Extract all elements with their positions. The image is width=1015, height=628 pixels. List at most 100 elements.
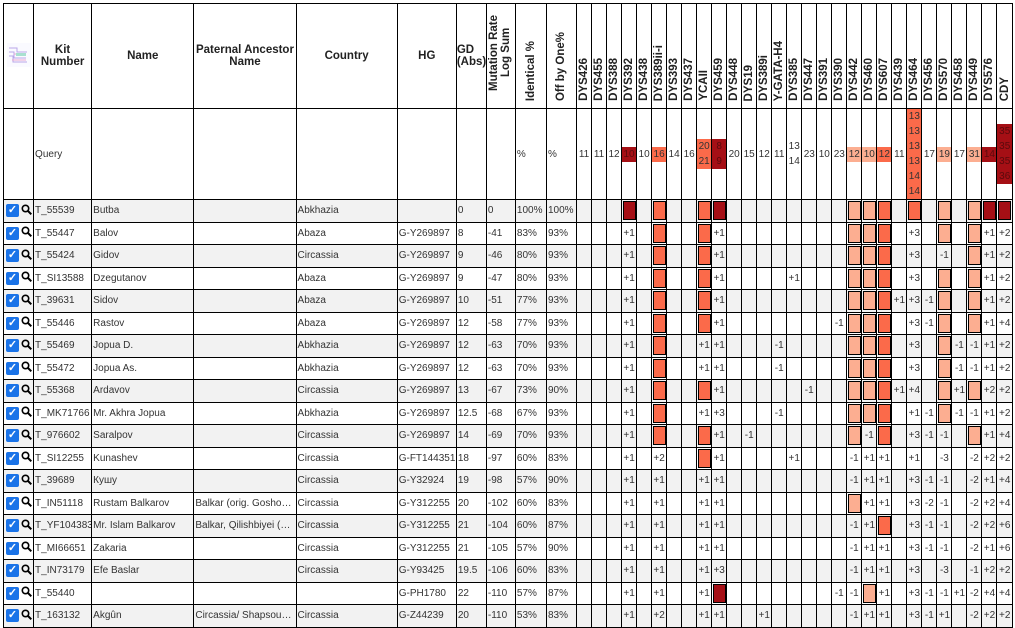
magnifier-icon[interactable] xyxy=(21,361,33,375)
table-row[interactable]: ✓ T_SI13588 Dzegutanov Abaza G-Y269897 9 -47 80… xyxy=(2,266,1013,290)
marker-header-dys390[interactable]: DYS390 xyxy=(831,3,848,109)
marker-header-dys385[interactable]: DYS385 xyxy=(786,3,803,109)
table-row[interactable]: ✓ T_55446 Rastov Abaza G-Y269897 12 -58 77% 93% +… xyxy=(2,311,1013,335)
row-checkbox[interactable]: ✓ xyxy=(6,564,19,578)
table-row[interactable]: ✓ T_39689 Кушу Circassia G-Y32924 19 -98 57% 90%… xyxy=(2,469,1013,493)
marker-header-dys464[interactable]: DYS464 xyxy=(906,3,923,109)
magnifier-icon[interactable] xyxy=(21,429,33,443)
paternal-ancestor-header[interactable]: Paternal Ancestor Name xyxy=(193,3,297,109)
row-checkbox[interactable]: ✓ xyxy=(6,339,19,353)
row-checkbox[interactable]: ✓ xyxy=(6,609,19,623)
magnifier-icon[interactable] xyxy=(21,609,33,623)
marker-header-dys607[interactable]: DYS607 xyxy=(876,3,893,109)
table-row[interactable]: ✓ T_55368 Ardavov Circassia G-Y269897 13 -67 73… xyxy=(2,379,1013,403)
magnifier-icon[interactable] xyxy=(21,496,33,510)
table-row[interactable]: ✓ T_MI66651 Zakaria Circassia G-Y312255 21 -10… xyxy=(2,536,1013,560)
tree-view-header[interactable] xyxy=(2,3,35,109)
kit-number-header[interactable]: Kit Number xyxy=(33,3,93,109)
identical-header[interactable]: Identical % xyxy=(514,3,547,109)
row-checkbox[interactable]: ✓ xyxy=(6,451,19,465)
marker-header-dys437[interactable]: DYS437 xyxy=(681,3,698,109)
table-row[interactable]: ✓ T_MK71766 Mr. Akhra Jopua Abkhazia G-Y2698… xyxy=(2,401,1013,425)
magnifier-icon[interactable] xyxy=(21,249,33,263)
magnifier-icon[interactable] xyxy=(21,564,33,578)
table-row[interactable]: ✓ T_976602 Saralpov Circassia G-Y269897 14 -69… xyxy=(2,424,1013,448)
row-checkbox[interactable]: ✓ xyxy=(6,541,19,555)
magnifier-icon[interactable] xyxy=(21,384,33,398)
row-checkbox[interactable]: ✓ xyxy=(6,496,19,510)
marker-header-ycaii[interactable]: YCAII xyxy=(696,3,713,109)
row-checkbox[interactable]: ✓ xyxy=(6,429,19,443)
row-checkbox[interactable]: ✓ xyxy=(6,361,19,375)
row-checkbox[interactable]: ✓ xyxy=(6,226,19,240)
magnifier-icon[interactable] xyxy=(21,226,33,240)
table-row[interactable]: ✓ T_YF104383 Mr. Islam Balkarov Balkar, Qil… xyxy=(2,514,1013,538)
marker-header-dys448[interactable]: DYS448 xyxy=(726,3,743,109)
table-row[interactable]: ✓ T_SI12255 Kunashev Circassia G-FT144351 18-… xyxy=(2,446,1013,470)
off-by-one-header[interactable]: Off by One% xyxy=(545,3,578,109)
name-header[interactable]: Name xyxy=(91,3,195,109)
table-row[interactable]: ✓ T_55472 Jopua As. Abkhazia G-Y269897 12 -63 7… xyxy=(2,356,1013,380)
magnifier-icon[interactable] xyxy=(21,204,33,218)
row-checkbox[interactable]: ✓ xyxy=(6,384,19,398)
marker-header-dys442[interactable]: DYS442 xyxy=(846,3,863,109)
table-row[interactable]: ✓ T_IN73179 Efe Baslar Circassia G-Y93425 19.… xyxy=(2,559,1013,583)
magnifier-icon[interactable] xyxy=(21,474,33,488)
table-row[interactable]: ✓ T_55440 G-PH1780 22 -110 57% 87% +1 +1 +1 -1 -1 +1… xyxy=(2,581,1013,605)
gd-header[interactable]: GD (Abs) xyxy=(455,3,487,109)
marker-header-dys458[interactable]: DYS458 xyxy=(951,3,968,109)
mutation-rate-header[interactable]: Mutation Rate Log Sum xyxy=(485,3,516,109)
marker-header-dys389ii-i[interactable]: DYS389ii-i xyxy=(651,3,668,109)
row-checkbox[interactable]: ✓ xyxy=(6,586,19,600)
row-checkbox[interactable]: ✓ xyxy=(6,406,19,420)
row-checkbox[interactable]: ✓ xyxy=(6,249,19,263)
magnifier-icon[interactable] xyxy=(21,339,33,353)
marker-header-dys455[interactable]: DYS455 xyxy=(591,3,608,109)
magnifier-icon[interactable] xyxy=(21,271,33,285)
row-checkbox[interactable]: ✓ xyxy=(6,316,19,330)
marker-header-dys389i[interactable]: DYS389i xyxy=(756,3,773,109)
table-row[interactable]: ✓ T_55469 Jopua D. Abkhazia G-Y269897 12 -63 70… xyxy=(2,334,1013,358)
row-checkbox[interactable]: ✓ xyxy=(6,271,19,285)
marker-cell-dys438 xyxy=(636,289,653,313)
table-row[interactable]: ✓ T_55539 Butba Abkhazia 0 0 100% 100% xyxy=(2,199,1013,223)
row-checkbox[interactable]: ✓ xyxy=(6,474,19,488)
country-header[interactable]: Country xyxy=(295,3,398,109)
magnifier-icon[interactable] xyxy=(21,451,33,465)
marker-header-dys388[interactable]: DYS388 xyxy=(606,3,623,109)
marker-header-dys570[interactable]: DYS570 xyxy=(936,3,953,109)
marker-header-y-gata-h4[interactable]: Y-GATA-H4 xyxy=(771,3,788,109)
marker-header-dys391[interactable]: DYS391 xyxy=(816,3,833,109)
marker-header-cdy[interactable]: CDY xyxy=(996,3,1013,109)
table-row[interactable]: ✓ T_39631 Sidov Abaza G-Y269897 10 -51 77% 93% +1… xyxy=(2,289,1013,313)
table-row[interactable]: ✓ T_IN51118 Rustam Balkarov Balkar (orig. G… xyxy=(2,491,1013,515)
marker-header-dys19[interactable]: DYS19 xyxy=(741,3,758,109)
marker-header-dys456[interactable]: DYS456 xyxy=(921,3,938,109)
marker-header-dys576[interactable]: DYS576 xyxy=(981,3,998,109)
marker-header-dys426[interactable]: DYS426 xyxy=(576,3,593,109)
marker-header-dys439[interactable]: DYS439 xyxy=(891,3,908,109)
marker-cell-dys393 xyxy=(666,289,683,313)
magnifier-icon[interactable] xyxy=(21,294,33,308)
hg-header[interactable]: HG xyxy=(396,3,457,109)
marker-header-dys460[interactable]: DYS460 xyxy=(861,3,878,109)
marker-header-dys392[interactable]: DYS392 xyxy=(621,3,638,109)
marker-header-dys393[interactable]: DYS393 xyxy=(666,3,683,109)
table-row[interactable]: ✓ T_55424 Gidov Circassia G-Y269897 9 -46 80% 93… xyxy=(2,244,1013,268)
table-row[interactable]: ✓ T_55447 Balov Abaza G-Y269897 8 -41 83% 93% +1 +… xyxy=(2,221,1013,245)
magnifier-icon[interactable] xyxy=(21,586,33,600)
magnifier-icon[interactable] xyxy=(21,316,33,330)
row-checkbox[interactable]: ✓ xyxy=(6,204,19,218)
marker-header-dys438[interactable]: DYS438 xyxy=(636,3,653,109)
marker-header-dys459[interactable]: DYS459 xyxy=(711,3,728,109)
marker-header-dys447[interactable]: DYS447 xyxy=(801,3,818,109)
magnifier-icon[interactable] xyxy=(21,406,33,420)
magnifier-icon[interactable] xyxy=(21,519,33,533)
row-checkbox[interactable]: ✓ xyxy=(6,519,19,533)
tree-icon[interactable] xyxy=(6,42,32,68)
table-row[interactable]: ✓ T_163132 Akgûn Circassia/ Shapsou… Circass… xyxy=(2,604,1013,628)
marker-cell-dys455 xyxy=(591,401,608,425)
row-checkbox[interactable]: ✓ xyxy=(6,294,19,308)
marker-header-dys449[interactable]: DYS449 xyxy=(966,3,983,109)
magnifier-icon[interactable] xyxy=(21,541,33,555)
